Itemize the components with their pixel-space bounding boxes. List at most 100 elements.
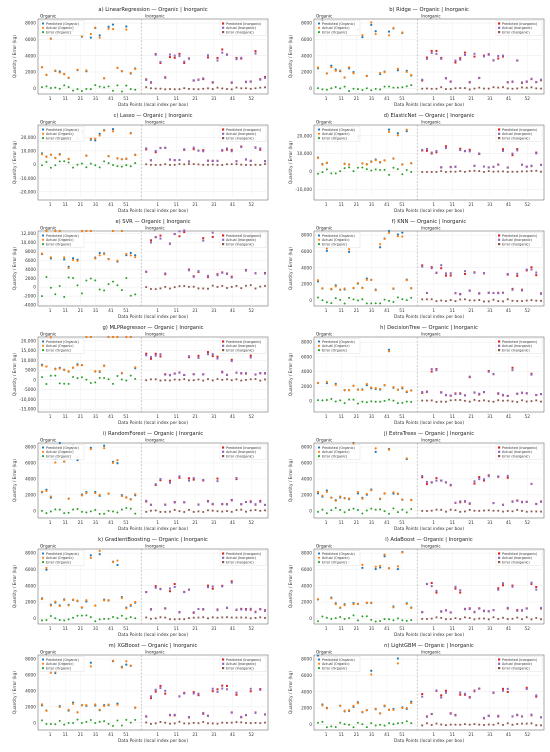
error-inorganic-point bbox=[230, 163, 233, 166]
error-organic-point bbox=[379, 400, 382, 403]
actual-organic-point bbox=[111, 659, 115, 662]
x-tick-label: 11 bbox=[450, 414, 456, 420]
actual-organic-point bbox=[54, 156, 57, 160]
error-inorganic-point bbox=[249, 284, 252, 287]
x-axis-label: Data Points (local index per box) bbox=[394, 314, 464, 320]
x-tick-label: 11 bbox=[174, 414, 180, 420]
error-inorganic-point bbox=[464, 298, 466, 301]
actual-inorganic-point bbox=[254, 611, 257, 614]
actual-organic-point bbox=[352, 704, 355, 707]
error-inorganic-point bbox=[449, 508, 452, 511]
error-inorganic-point bbox=[535, 724, 538, 727]
error-organic-point bbox=[125, 277, 128, 280]
actual-inorganic-point bbox=[473, 52, 476, 55]
legend-box bbox=[315, 550, 361, 566]
actual-inorganic-point bbox=[192, 373, 195, 376]
actual-inorganic-point bbox=[259, 688, 262, 691]
error-inorganic-point bbox=[421, 618, 424, 620]
error-organic-point bbox=[370, 722, 373, 725]
x-tick-label: 41 bbox=[384, 520, 390, 526]
predicted-organic-point bbox=[89, 661, 92, 664]
error-inorganic-point bbox=[478, 86, 481, 89]
error-inorganic-point bbox=[226, 510, 228, 512]
error-inorganic-point bbox=[506, 510, 509, 512]
actual-organic-point bbox=[410, 499, 413, 502]
legend-label: Error (Inorganic) bbox=[502, 242, 530, 246]
error-inorganic-point bbox=[226, 88, 228, 90]
legend-label: Error (Organic) bbox=[322, 136, 348, 140]
actual-inorganic-point bbox=[492, 691, 495, 694]
actual-organic-point bbox=[316, 279, 320, 282]
actual-inorganic-point bbox=[540, 78, 542, 81]
x-tick-label: 31 bbox=[211, 414, 217, 420]
actual-inorganic-point bbox=[492, 502, 495, 505]
predicted-inorganic-point bbox=[444, 689, 447, 692]
error-organic-point bbox=[352, 298, 355, 301]
actual-organic-point bbox=[356, 490, 360, 494]
y-tick-label: 2000 bbox=[25, 704, 36, 710]
actual-inorganic-point bbox=[449, 712, 452, 715]
error-inorganic-point bbox=[435, 401, 438, 403]
error-organic-point bbox=[107, 85, 110, 88]
chart-panel-8: h) DecisionTree — Organic | Inorganic020… bbox=[288, 325, 545, 426]
x-tick-label: 11 bbox=[339, 626, 345, 632]
actual-organic-point bbox=[85, 599, 88, 602]
y-tick-label: 8000 bbox=[301, 551, 312, 557]
error-inorganic-point bbox=[188, 722, 190, 725]
legend-marker bbox=[317, 238, 321, 241]
x-axis-label: Data Points (local index per box) bbox=[394, 420, 464, 426]
error-organic-point bbox=[356, 619, 359, 622]
error-inorganic-point bbox=[430, 87, 433, 90]
error-inorganic-point bbox=[492, 616, 495, 619]
section-label-organic: Organic bbox=[40, 544, 57, 549]
actual-inorganic-point bbox=[430, 481, 433, 484]
error-organic-point bbox=[325, 88, 328, 91]
error-organic-point bbox=[63, 295, 66, 298]
error-inorganic-point bbox=[497, 509, 500, 512]
error-inorganic-point bbox=[230, 379, 233, 382]
actual-inorganic-point bbox=[183, 591, 186, 594]
actual-organic-point bbox=[325, 707, 328, 710]
actual-inorganic-point bbox=[145, 354, 148, 357]
error-organic-point bbox=[325, 301, 328, 304]
actual-inorganic-point bbox=[525, 688, 528, 691]
legend-label: Predicted (Organic) bbox=[46, 658, 80, 662]
error-inorganic-point bbox=[178, 88, 181, 91]
predicted-inorganic-point bbox=[230, 358, 233, 361]
error-inorganic-point bbox=[454, 170, 457, 173]
legend-box bbox=[39, 656, 85, 672]
predicted-inorganic-point bbox=[530, 266, 533, 269]
x-tick-label: 41 bbox=[108, 202, 114, 208]
legend-marker bbox=[222, 137, 225, 140]
actual-inorganic-point bbox=[535, 503, 538, 506]
legend-inorganic: Predicted (Inorganic)Actual (Inorganic)E… bbox=[495, 656, 543, 672]
error-inorganic-point bbox=[535, 510, 538, 513]
error-inorganic-point bbox=[169, 618, 171, 621]
error-inorganic-point bbox=[249, 722, 252, 725]
error-inorganic-point bbox=[207, 378, 209, 381]
x-tick-label: 31 bbox=[93, 202, 99, 208]
actual-inorganic-point bbox=[501, 291, 504, 294]
actual-organic-point bbox=[94, 492, 97, 495]
actual-inorganic-point bbox=[211, 81, 214, 84]
error-organic-point bbox=[365, 509, 368, 512]
error-organic-point bbox=[383, 298, 386, 301]
x-tick-label: 11 bbox=[63, 202, 69, 208]
actual-inorganic-point bbox=[211, 585, 214, 588]
error-inorganic-point bbox=[506, 171, 509, 173]
error-inorganic-point bbox=[154, 378, 157, 381]
legend-label: Actual (Inorganic) bbox=[502, 238, 533, 242]
actual-organic-point bbox=[111, 130, 115, 133]
error-organic-point bbox=[356, 721, 359, 724]
error-inorganic-point bbox=[173, 163, 176, 166]
error-organic-point bbox=[85, 88, 88, 91]
legend-marker bbox=[317, 137, 321, 140]
actual-organic-point bbox=[352, 603, 355, 606]
legend-marker bbox=[222, 243, 225, 246]
error-inorganic-point bbox=[249, 87, 252, 90]
actual-inorganic-point bbox=[206, 54, 209, 57]
actual-organic-point bbox=[387, 350, 391, 353]
error-organic-point bbox=[116, 284, 119, 287]
actual-organic-point bbox=[370, 489, 373, 492]
error-organic-point bbox=[374, 168, 377, 171]
